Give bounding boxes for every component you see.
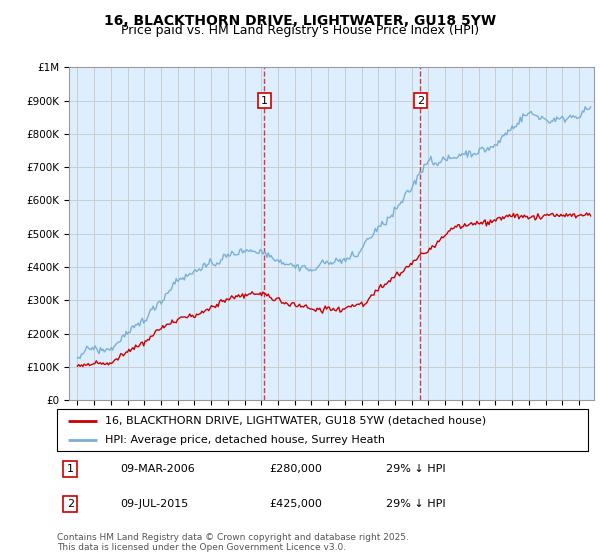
Text: HPI: Average price, detached house, Surrey Heath: HPI: Average price, detached house, Surr… — [105, 435, 385, 445]
Text: Price paid vs. HM Land Registry's House Price Index (HPI): Price paid vs. HM Land Registry's House … — [121, 24, 479, 37]
Text: Contains HM Land Registry data © Crown copyright and database right 2025.: Contains HM Land Registry data © Crown c… — [57, 533, 409, 542]
Text: 1: 1 — [67, 464, 74, 474]
Text: This data is licensed under the Open Government Licence v3.0.: This data is licensed under the Open Gov… — [57, 543, 346, 552]
Text: 16, BLACKTHORN DRIVE, LIGHTWATER, GU18 5YW (detached house): 16, BLACKTHORN DRIVE, LIGHTWATER, GU18 5… — [105, 416, 486, 426]
Text: 2: 2 — [417, 96, 424, 105]
Text: 09-MAR-2006: 09-MAR-2006 — [121, 464, 196, 474]
Text: £425,000: £425,000 — [269, 499, 322, 509]
Text: 09-JUL-2015: 09-JUL-2015 — [121, 499, 189, 509]
Text: 16, BLACKTHORN DRIVE, LIGHTWATER, GU18 5YW: 16, BLACKTHORN DRIVE, LIGHTWATER, GU18 5… — [104, 14, 496, 28]
Text: £280,000: £280,000 — [269, 464, 322, 474]
Text: 29% ↓ HPI: 29% ↓ HPI — [386, 464, 446, 474]
Text: 1: 1 — [261, 96, 268, 105]
FancyBboxPatch shape — [57, 409, 588, 451]
Text: 2: 2 — [67, 499, 74, 509]
Text: 29% ↓ HPI: 29% ↓ HPI — [386, 499, 446, 509]
